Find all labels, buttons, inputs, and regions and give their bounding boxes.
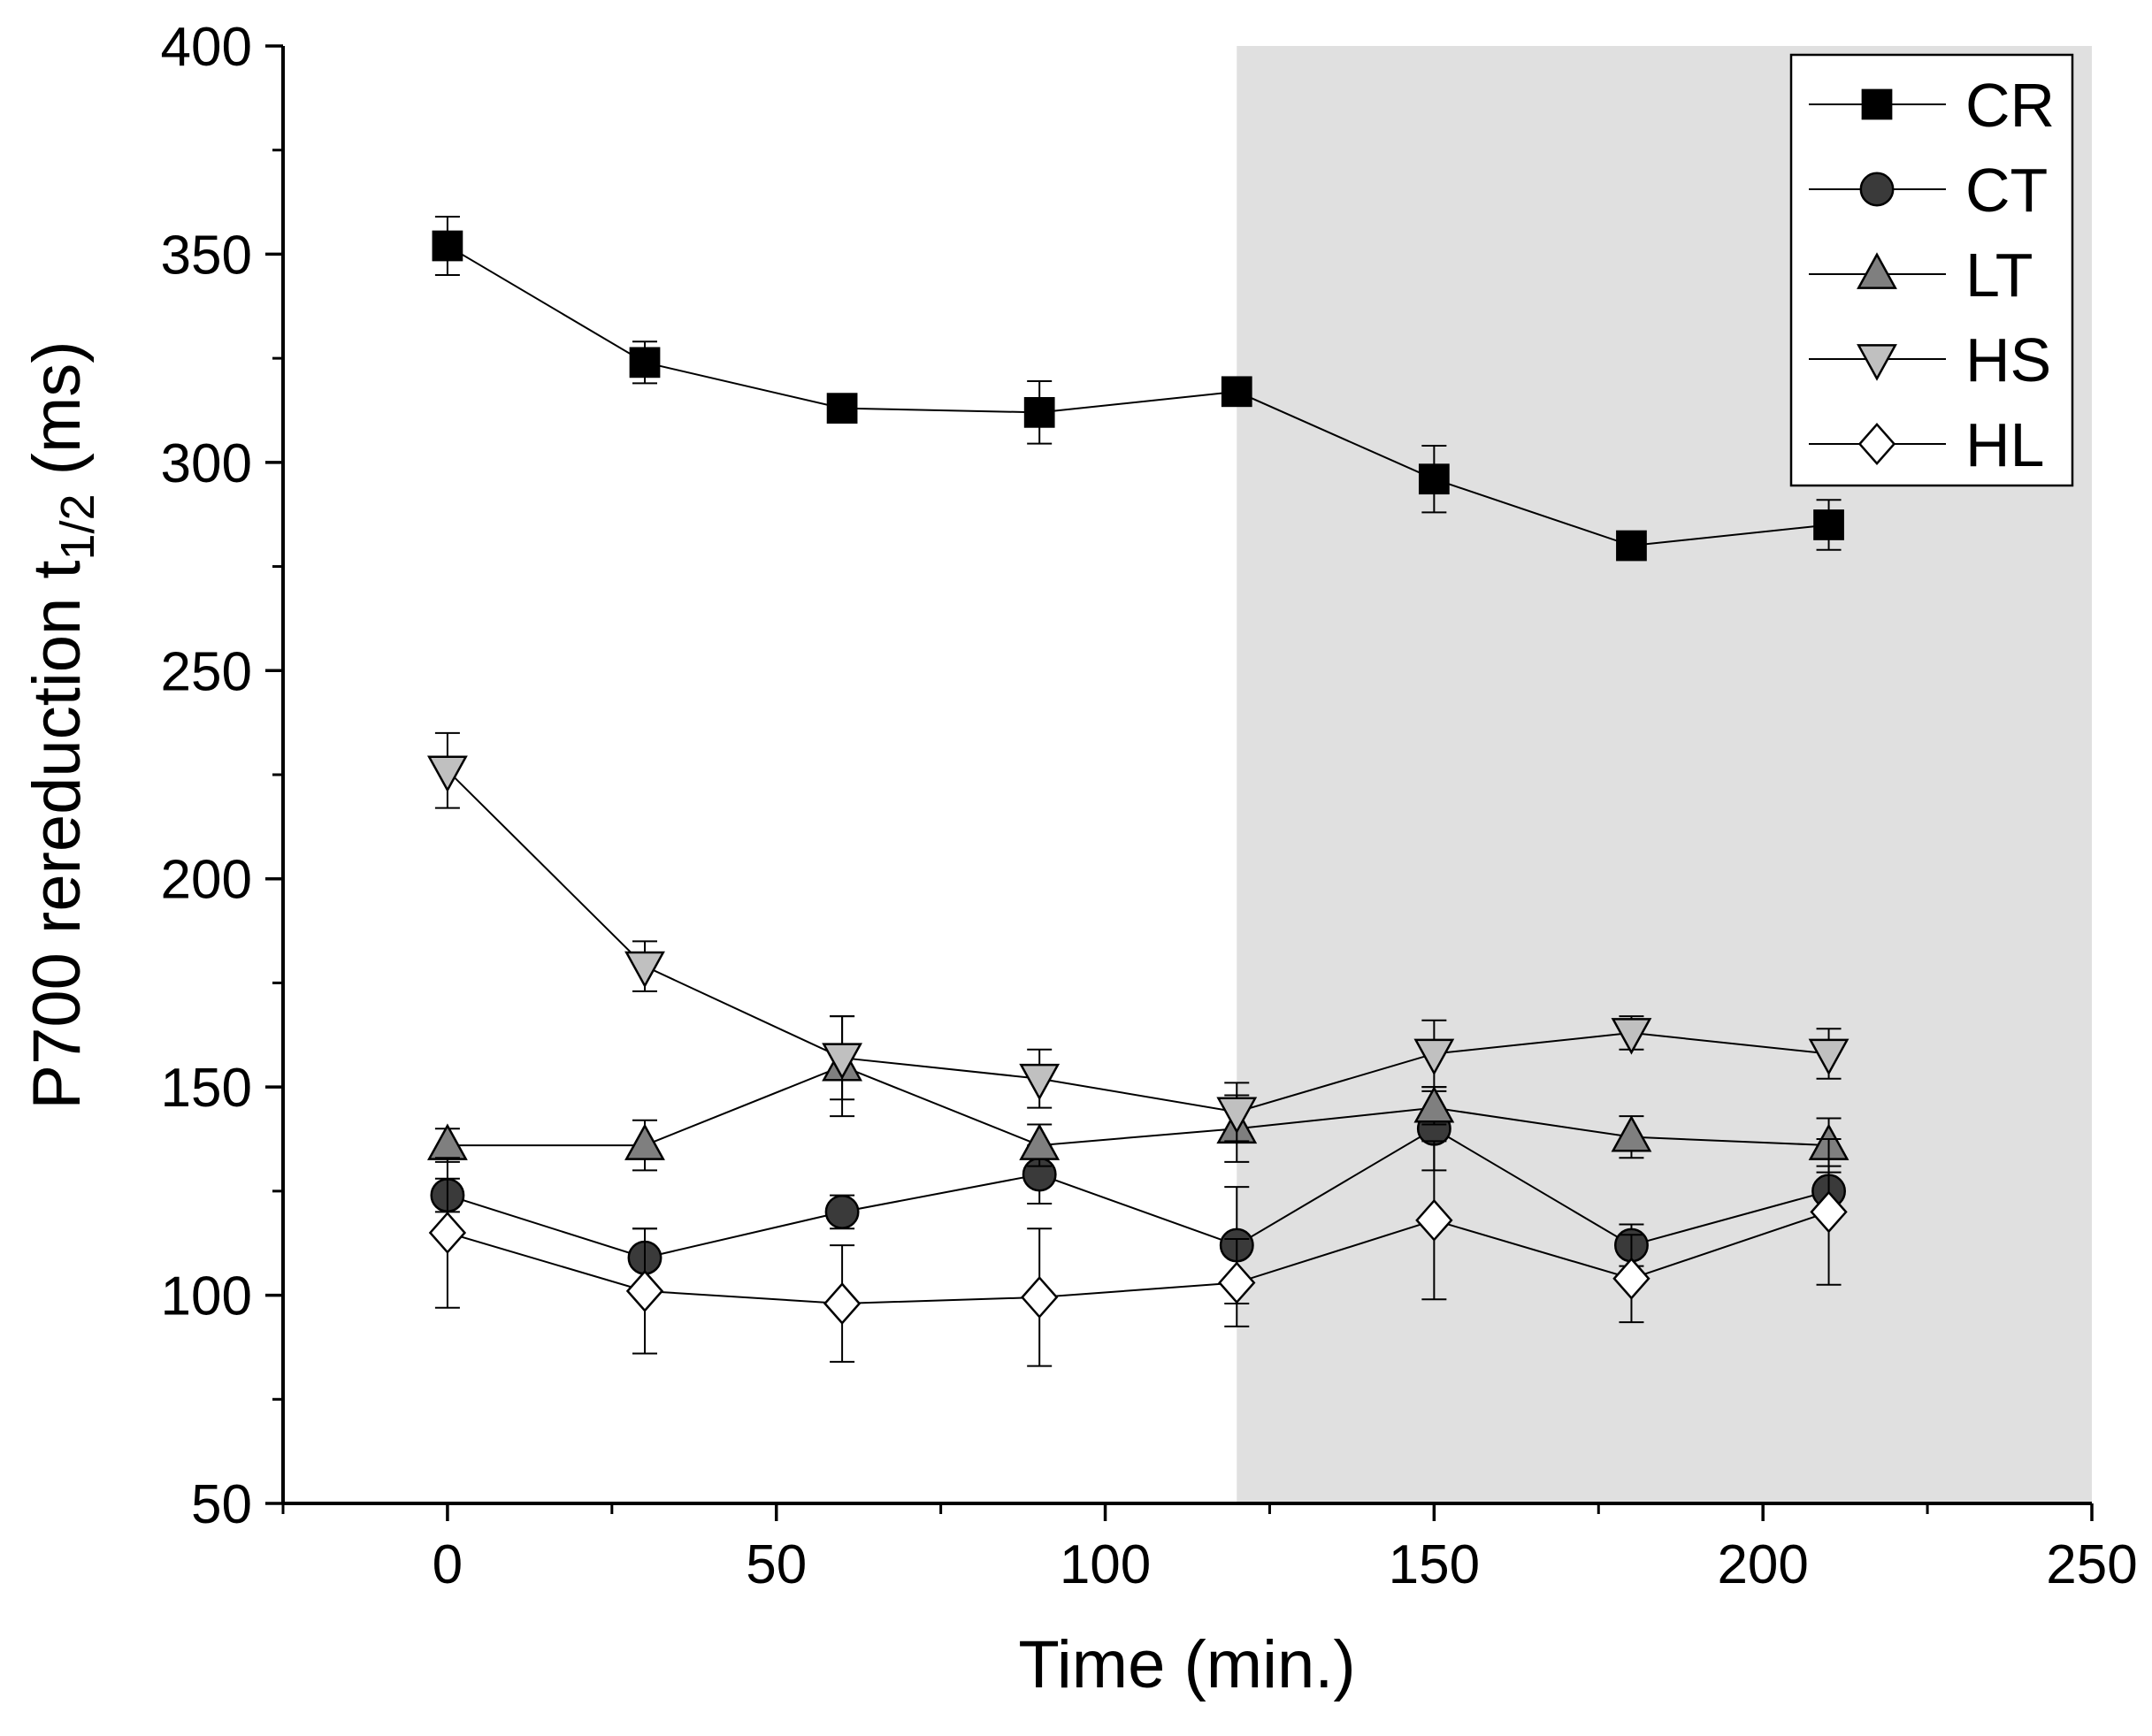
legend: CR CT LT HS HL — [1789, 53, 2074, 487]
data-point-ct — [824, 1194, 860, 1229]
legend-label-hs: HS — [1965, 325, 2051, 394]
y-axis-title: P700 rereduction t1/2 (ms) — [19, 340, 104, 1109]
legend-marker-cr — [1861, 88, 1893, 120]
x-tick-label: 150 — [1389, 1534, 1480, 1595]
data-point-hl — [625, 1269, 664, 1312]
series-hs — [426, 731, 1849, 1143]
data-point-hl — [1021, 1275, 1059, 1319]
x-tick-label: 50 — [746, 1534, 807, 1595]
x-tick-label: 100 — [1060, 1534, 1151, 1595]
data-point-cr — [1023, 396, 1055, 428]
y-tick-label: 250 — [161, 641, 252, 702]
data-point-cr — [1616, 530, 1647, 562]
data-point-cr — [1221, 376, 1252, 408]
data-point-hl — [1415, 1198, 1453, 1242]
data-point-hs — [822, 1043, 863, 1080]
y-tick-label: 400 — [161, 17, 252, 78]
data-point-hs — [1216, 1097, 1258, 1135]
series-line-cr — [447, 245, 1829, 547]
y-tick-label: 50 — [191, 1474, 252, 1535]
x-axis-title: Time (min.) — [1018, 1627, 1355, 1702]
legend-marker-lt — [1857, 252, 1897, 289]
y-tick-label: 300 — [161, 433, 252, 494]
data-point-lt — [1019, 1123, 1061, 1160]
data-point-lt — [1611, 1114, 1652, 1152]
y-tick-label: 100 — [161, 1266, 252, 1327]
data-point-cr — [432, 230, 463, 262]
data-point-cr — [1418, 463, 1450, 495]
legend-marker-hl — [1857, 423, 1896, 465]
data-point-hs — [1413, 1038, 1455, 1076]
data-point-cr — [1813, 509, 1844, 540]
data-point-hl — [1810, 1190, 1848, 1234]
axes — [265, 44, 2094, 1521]
data-point-hs — [426, 755, 468, 792]
series-layer — [426, 216, 1849, 1367]
series-line-hl — [447, 1211, 1829, 1304]
legend-label-ct: CT — [1965, 156, 2048, 225]
legend-marker-ct — [1859, 172, 1895, 207]
series-cr — [432, 216, 1844, 562]
data-point-lt — [426, 1123, 468, 1160]
data-point-hs — [1611, 1018, 1652, 1055]
data-point-lt — [624, 1123, 665, 1160]
legend-box — [1789, 53, 2074, 487]
data-point-cr — [629, 347, 661, 379]
legend-label-lt: LT — [1965, 241, 2033, 310]
y-axis-title-subscript: 1/2 — [51, 493, 104, 560]
data-point-cr — [826, 393, 858, 424]
data-point-hl — [823, 1281, 862, 1325]
legend-label-cr: CR — [1965, 71, 2055, 140]
tick-labels: 0 50 100 150 200 250 50 100 150 200 250 300 350 400 — [161, 17, 2138, 1595]
series-line-lt — [447, 1065, 1829, 1147]
y-axis-title-unit: (ms) — [19, 340, 95, 493]
y-tick-label: 150 — [161, 1058, 252, 1119]
data-point-hl — [1218, 1261, 1256, 1304]
data-point-lt — [1413, 1085, 1455, 1123]
y-axis-title-main: P700 rereduction t — [19, 561, 95, 1110]
series-hl — [428, 1138, 1848, 1367]
data-point-hs — [624, 951, 665, 989]
legend-marker-hs — [1857, 344, 1897, 381]
legend-label-hl: HL — [1965, 410, 2044, 479]
x-tick-label: 0 — [433, 1534, 463, 1595]
series-line-ct — [447, 1128, 1829, 1259]
y-tick-label: 200 — [161, 850, 252, 911]
series-line-hs — [447, 769, 1829, 1113]
data-point-hs — [1019, 1063, 1061, 1101]
data-point-hs — [1808, 1038, 1849, 1076]
x-tick-label: 200 — [1717, 1534, 1808, 1595]
data-point-hl — [1612, 1257, 1650, 1300]
x-tick-label: 250 — [2046, 1534, 2137, 1595]
data-point-hl — [428, 1211, 467, 1254]
y-tick-label: 350 — [161, 225, 252, 286]
